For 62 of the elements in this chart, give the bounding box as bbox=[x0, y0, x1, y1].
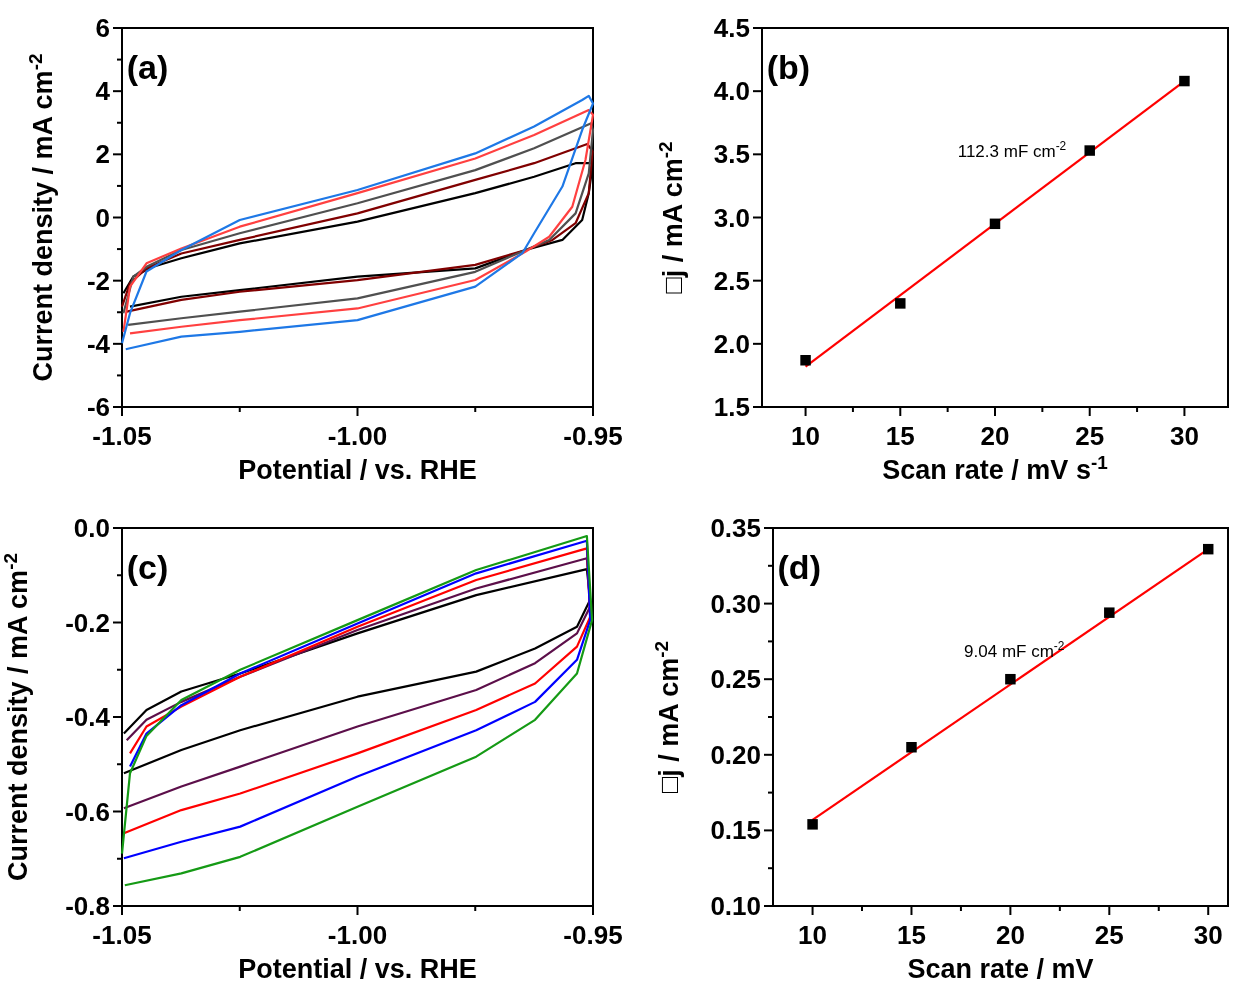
y-tick-label: -2 bbox=[86, 265, 110, 296]
y-tick-label: 0.10 bbox=[710, 891, 761, 921]
point bbox=[1104, 607, 1115, 618]
y-tick-label: -0.6 bbox=[65, 796, 110, 827]
y-tick-label: 0.35 bbox=[710, 513, 761, 543]
y-tick-label: 0.20 bbox=[710, 739, 761, 770]
y-tick-label: 0.0 bbox=[73, 513, 110, 543]
point bbox=[800, 355, 811, 366]
x-tick-label: 25 bbox=[1094, 920, 1124, 950]
x-tick-label: 30 bbox=[1169, 421, 1199, 451]
annotation: 9.04 mF cm$^{-2}$ bbox=[964, 638, 1065, 661]
y-tick-label: -0.8 bbox=[65, 891, 110, 921]
y-tick-label: 4.5 bbox=[713, 13, 750, 43]
x-tick-label: 15 bbox=[897, 920, 926, 950]
x-tick-label: 10 bbox=[791, 421, 821, 451]
x-tick-label: 10 bbox=[798, 920, 828, 950]
x-tick-label: -0.95 bbox=[563, 421, 623, 451]
annotation: 112.3 mF cm$^{-2}$ bbox=[957, 138, 1067, 161]
x-tick-label: 25 bbox=[1075, 421, 1105, 451]
y-tick-label: 4.0 bbox=[713, 76, 750, 107]
annotation: (a) bbox=[126, 47, 169, 86]
point bbox=[906, 742, 917, 753]
point bbox=[989, 218, 1001, 230]
line-series bbox=[120, 142, 594, 313]
y-tick-label: -0.4 bbox=[65, 702, 111, 732]
x-axis-title: Potential / vs. RHE bbox=[238, 455, 477, 485]
x-tick-label: 20 bbox=[995, 920, 1025, 950]
point bbox=[807, 819, 818, 830]
x-tick-label: 20 bbox=[980, 421, 1010, 451]
x-axis-title: Potential / vs. RHE bbox=[238, 954, 477, 983]
y-tick-label: 0.15 bbox=[710, 815, 761, 846]
x-tick-label: -1.00 bbox=[327, 421, 388, 451]
y-tick-label: 0 bbox=[95, 202, 110, 233]
annotation: (c) bbox=[126, 547, 169, 586]
y-tick-label: -6 bbox=[86, 392, 110, 422]
y-tick-label: 0.25 bbox=[710, 664, 761, 695]
point bbox=[1202, 543, 1214, 555]
y-tick-label: -4 bbox=[86, 328, 111, 359]
y-tick-label: 3.5 bbox=[713, 139, 750, 170]
annotation: (d) bbox=[777, 547, 821, 586]
y-tick-label: 2.5 bbox=[713, 265, 750, 296]
y-tick-label: 2 bbox=[95, 139, 110, 170]
x-axis-title: Scan rate / mV s$^{-1}$ bbox=[882, 451, 1108, 485]
x-tick-label: -1.05 bbox=[92, 920, 152, 950]
y-tick-label: 0.30 bbox=[710, 588, 761, 619]
x-tick-label: 30 bbox=[1193, 920, 1223, 950]
y-tick-label: -0.2 bbox=[65, 607, 110, 638]
point bbox=[1179, 75, 1190, 87]
x-axis-title: Scan rate / mV bbox=[907, 954, 1094, 983]
y-tick-label: 4 bbox=[95, 76, 111, 107]
point bbox=[1084, 145, 1095, 156]
point bbox=[1005, 673, 1016, 685]
x-tick-label: 15 bbox=[885, 421, 915, 451]
x-tick-label: -0.95 bbox=[563, 920, 623, 950]
x-tick-label: -1.00 bbox=[327, 920, 388, 950]
y-tick-label: 3.0 bbox=[713, 202, 750, 233]
annotation: (b) bbox=[766, 47, 811, 86]
y-tick-label: 2.0 bbox=[713, 328, 750, 359]
x-tick-label: -1.05 bbox=[92, 421, 152, 451]
y-tick-label: 6 bbox=[95, 13, 110, 43]
point bbox=[895, 298, 906, 309]
y-tick-label: 1.5 bbox=[713, 392, 750, 422]
